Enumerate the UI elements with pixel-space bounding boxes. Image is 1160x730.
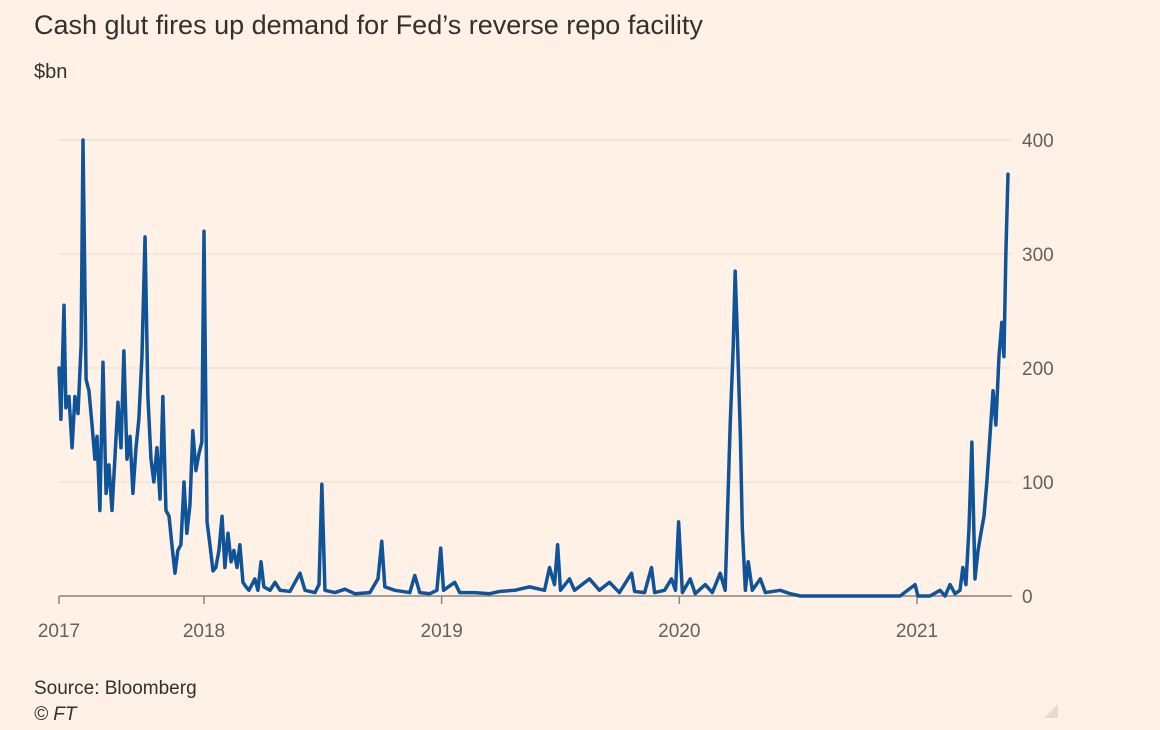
y-tick-label: 200 — [1022, 359, 1054, 380]
resize-handle — [1044, 704, 1058, 718]
x-tick-label: 2019 — [421, 621, 463, 642]
y-tick-label: 300 — [1022, 245, 1054, 266]
data-line — [57, 138, 1010, 598]
x-tick-label: 2020 — [658, 621, 700, 642]
x-tick-label: 2021 — [896, 621, 938, 642]
y-tick-label: 400 — [1022, 131, 1054, 152]
x-tick-label: 2018 — [183, 621, 225, 642]
chart-subtitle: $bn — [34, 61, 67, 83]
x-tick-label: 2017 — [38, 621, 80, 642]
credit: © FT — [34, 704, 78, 725]
source: Source: Bloomberg — [34, 678, 197, 699]
y-tick-label: 0 — [1022, 587, 1033, 608]
y-tick-label: 100 — [1022, 473, 1054, 494]
chart-title: Cash glut fires up demand for Fed’s reve… — [34, 10, 703, 40]
